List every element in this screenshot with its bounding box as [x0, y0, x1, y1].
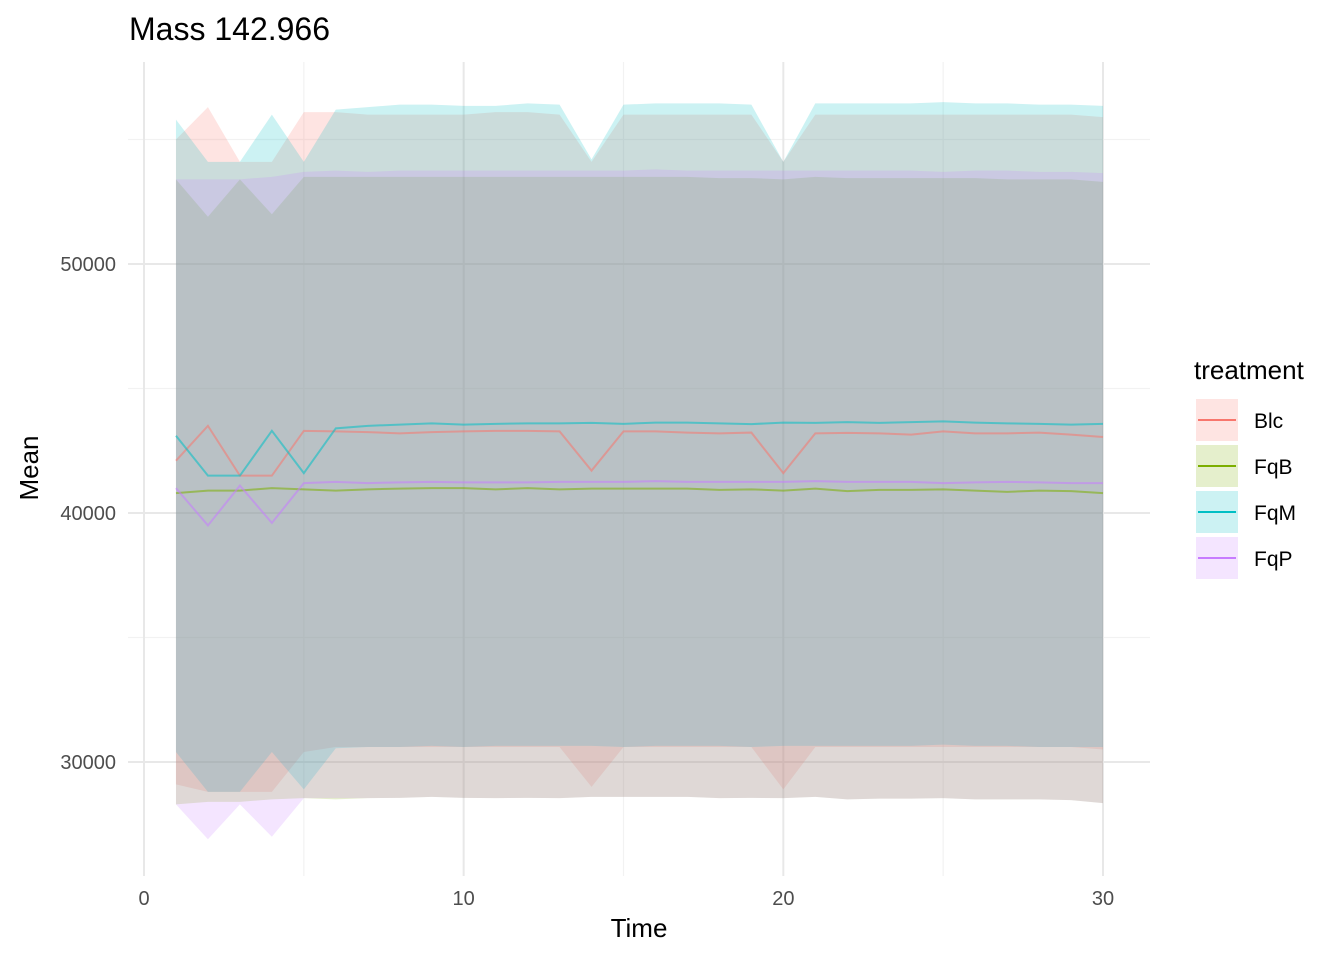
legend-item-fqm: FqM [1196, 491, 1296, 533]
major-gridlines [128, 62, 1150, 876]
minor-gridlines [128, 62, 1150, 876]
legend-item-fqp: FqP [1196, 537, 1293, 579]
legend: treatment Blc FqB FqM FqP [1194, 355, 1305, 579]
series-line-fqp [175, 480, 1103, 528]
series-line-blc [175, 424, 1104, 477]
series-lines [175, 420, 1104, 528]
series-line-fqb [175, 487, 1104, 495]
legend-label: Blc [1254, 410, 1283, 433]
ribbon-fqb [175, 176, 1103, 805]
legend-item-blc: Blc [1196, 399, 1283, 441]
legend-label: FqM [1254, 502, 1296, 525]
legend-item-fqb: FqB [1196, 445, 1293, 487]
x-axis-label: Time [611, 913, 668, 943]
y-axis-tick-labels: 30000 40000 50000 [60, 254, 116, 774]
confidence-ribbons [175, 102, 1103, 840]
ribbon-blc [175, 107, 1103, 792]
x-tick-label: 0 [138, 888, 149, 910]
ribbon-fqm [175, 102, 1103, 792]
y-tick-label: 30000 [60, 752, 116, 774]
chart-title: Mass 142.966 [129, 11, 330, 47]
legend-label: FqP [1254, 548, 1293, 571]
series-line-fqm [175, 420, 1104, 477]
x-axis-tick-labels: 0 10 20 30 [138, 888, 1114, 910]
y-tick-label: 50000 [60, 254, 116, 276]
x-tick-label: 20 [772, 888, 794, 910]
legend-label: FqB [1254, 456, 1293, 479]
y-tick-label: 40000 [60, 503, 116, 525]
ribbon-fqp [175, 169, 1103, 840]
y-axis-label: Mean [14, 435, 44, 500]
x-tick-label: 10 [453, 888, 475, 910]
legend-title: treatment [1194, 355, 1305, 385]
x-tick-label: 30 [1092, 888, 1114, 910]
